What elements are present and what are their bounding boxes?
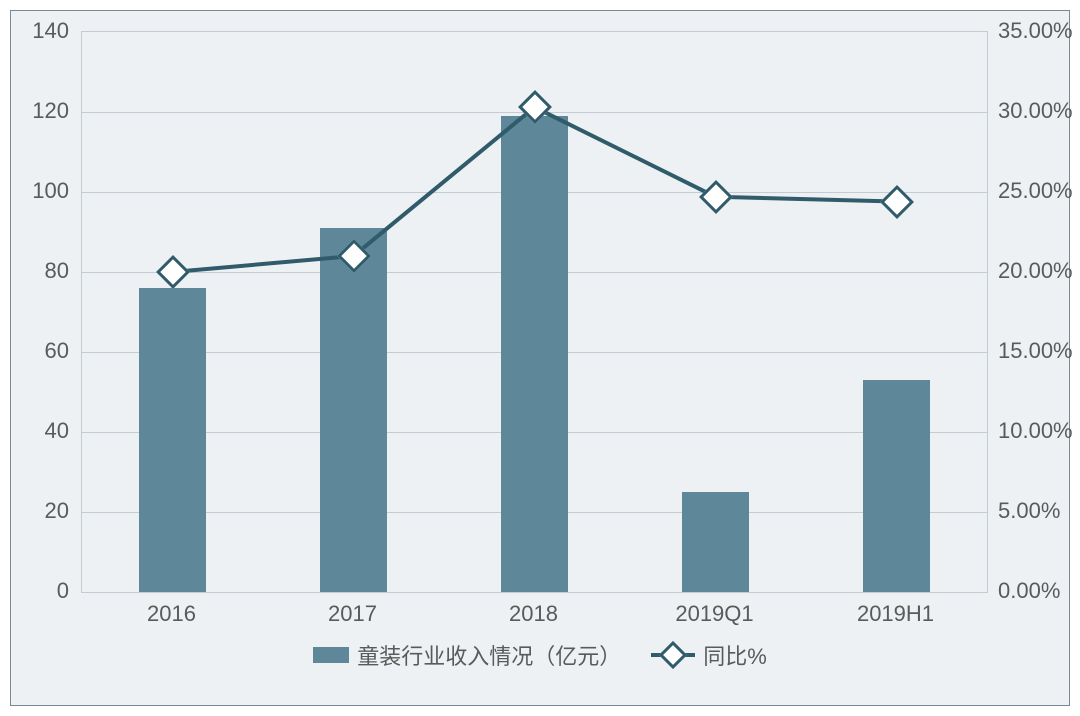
y-right-tick-label: 35.00% — [998, 18, 1073, 44]
y-left-tick-label: 120 — [32, 98, 69, 124]
y-right-tick-label: 5.00% — [998, 498, 1060, 524]
legend: 童装行业收入情况（亿元） 同比% — [11, 639, 1069, 671]
y-left-tick-label: 140 — [32, 18, 69, 44]
y-right-tick-label: 10.00% — [998, 418, 1073, 444]
y-left-tick-label: 100 — [32, 178, 69, 204]
y-right-tick-label: 0.00% — [998, 578, 1060, 604]
y-left-tick-label: 20 — [45, 498, 69, 524]
legend-bar-swatch — [313, 647, 349, 663]
x-tick-label: 2017 — [328, 601, 377, 627]
legend-line-swatch — [651, 646, 695, 664]
y-left-tick-label: 0 — [57, 578, 69, 604]
x-tick-label: 2016 — [147, 601, 196, 627]
y-left-tick-label: 80 — [45, 258, 69, 284]
y-right-tick-label: 20.00% — [998, 258, 1073, 284]
x-tick-label: 2019H1 — [857, 601, 934, 627]
legend-line-label: 同比% — [703, 639, 767, 671]
x-tick-label: 2019Q1 — [675, 601, 753, 627]
y-left-tick-label: 40 — [45, 418, 69, 444]
y-left-tick-label: 60 — [45, 338, 69, 364]
legend-item-line: 同比% — [651, 639, 767, 671]
chart-container: 0 20 40 60 80 100 120 140 0.00% 5.00% 10.00% 15.00%… — [10, 10, 1070, 706]
y-right-tick-label: 25.00% — [998, 178, 1073, 204]
plot-area — [81, 31, 988, 593]
y-right-tick-label: 30.00% — [998, 98, 1073, 124]
legend-item-bar: 童装行业收入情况（亿元） — [313, 639, 621, 671]
y-right-tick-label: 15.00% — [998, 338, 1073, 364]
x-tick-label: 2018 — [509, 601, 558, 627]
legend-bar-label: 童装行业收入情况（亿元） — [357, 639, 621, 671]
